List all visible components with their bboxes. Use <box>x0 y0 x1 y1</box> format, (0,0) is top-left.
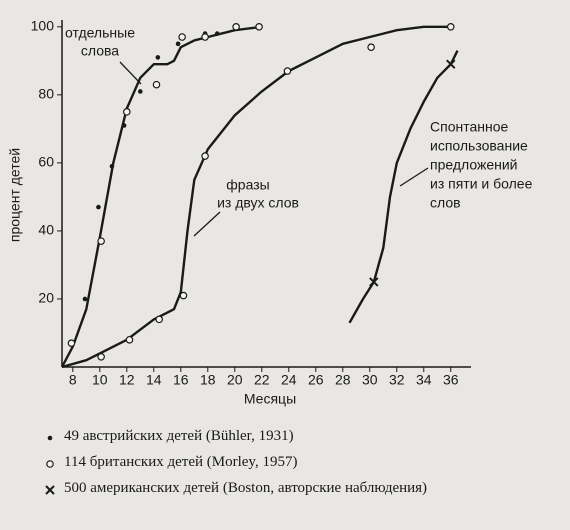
point <box>155 315 163 324</box>
x-tick-label: 20 <box>227 372 243 388</box>
x-tick-label: 18 <box>200 372 216 388</box>
annotation: предложений <box>430 157 518 173</box>
x-axis-title: Месяцы <box>244 391 296 407</box>
x-tick-label: 22 <box>254 372 270 388</box>
point <box>446 23 455 31</box>
annotation: фразы <box>226 177 269 193</box>
legend-label: 500 американских детей (Boston, авторски… <box>64 480 428 496</box>
y-tick-label: 20 <box>38 290 54 306</box>
legend-marker <box>46 460 54 468</box>
x-tick-label: 24 <box>281 372 297 388</box>
legend-symbol <box>46 460 54 468</box>
point <box>283 67 292 75</box>
y-tick-label: 40 <box>38 222 54 238</box>
annotation: слов <box>430 195 461 211</box>
point <box>178 33 186 41</box>
point <box>67 339 76 347</box>
legend-item: 49 австрийских детей (Bühler, 1931) <box>40 428 294 446</box>
annotation: слова <box>81 43 119 59</box>
annotation: отдельные <box>65 25 135 41</box>
point <box>97 237 105 245</box>
annotation: Спонтанное <box>430 119 508 135</box>
y-tick-label: 80 <box>38 86 54 102</box>
x-tick-label: 30 <box>362 372 378 388</box>
point <box>109 163 115 169</box>
legend-label: 114 британских детей (Morley, 1957) <box>64 454 298 470</box>
point <box>446 59 456 69</box>
point <box>96 204 101 210</box>
x-tick-label: 34 <box>416 372 432 388</box>
legend-marker <box>45 485 55 495</box>
y-axis-title: процент детей <box>7 148 23 242</box>
x-tick-label: 16 <box>173 372 189 388</box>
legend-label: 49 австрийских детей (Bühler, 1931) <box>64 428 294 444</box>
point <box>82 296 88 302</box>
annotation: из двух слов <box>217 195 299 211</box>
point <box>125 335 134 344</box>
point <box>367 43 375 52</box>
point <box>179 291 188 300</box>
point <box>97 352 105 361</box>
annotation: использование <box>430 138 528 154</box>
x-tick-label: 36 <box>443 372 459 388</box>
point <box>201 152 209 160</box>
x-tick-label: 12 <box>119 372 135 388</box>
chart: процент детей Месяцы отдельные слова фра… <box>7 18 533 407</box>
legend-item: 500 американских детей (Boston, авторски… <box>40 480 445 498</box>
point <box>121 123 127 128</box>
x-tick-label: 26 <box>308 372 324 388</box>
point <box>201 33 209 41</box>
arrow <box>193 211 221 237</box>
point <box>137 89 143 94</box>
x-tick-label: 32 <box>389 372 405 388</box>
y-tick-label: 60 <box>38 154 54 170</box>
x-tick-label: 14 <box>146 372 162 388</box>
curve <box>348 50 459 324</box>
legend-symbol <box>47 435 53 441</box>
point <box>214 31 220 36</box>
point <box>152 80 161 89</box>
legend-symbol <box>45 485 55 495</box>
x-tick-label: 8 <box>69 372 77 388</box>
x-tick-label: 10 <box>92 372 108 388</box>
point <box>232 23 240 31</box>
y-tick-label: 100 <box>31 18 55 34</box>
legend-marker <box>47 435 53 441</box>
point <box>369 277 379 287</box>
annotation: из пяти и более <box>430 176 533 192</box>
point <box>255 23 263 31</box>
arrow <box>119 61 142 85</box>
legend-item: 114 британских детей (Morley, 1957) <box>40 454 297 472</box>
point <box>122 108 131 116</box>
point <box>155 55 161 60</box>
point <box>175 41 181 47</box>
arrow <box>399 167 429 187</box>
x-tick-label: 28 <box>335 372 351 388</box>
